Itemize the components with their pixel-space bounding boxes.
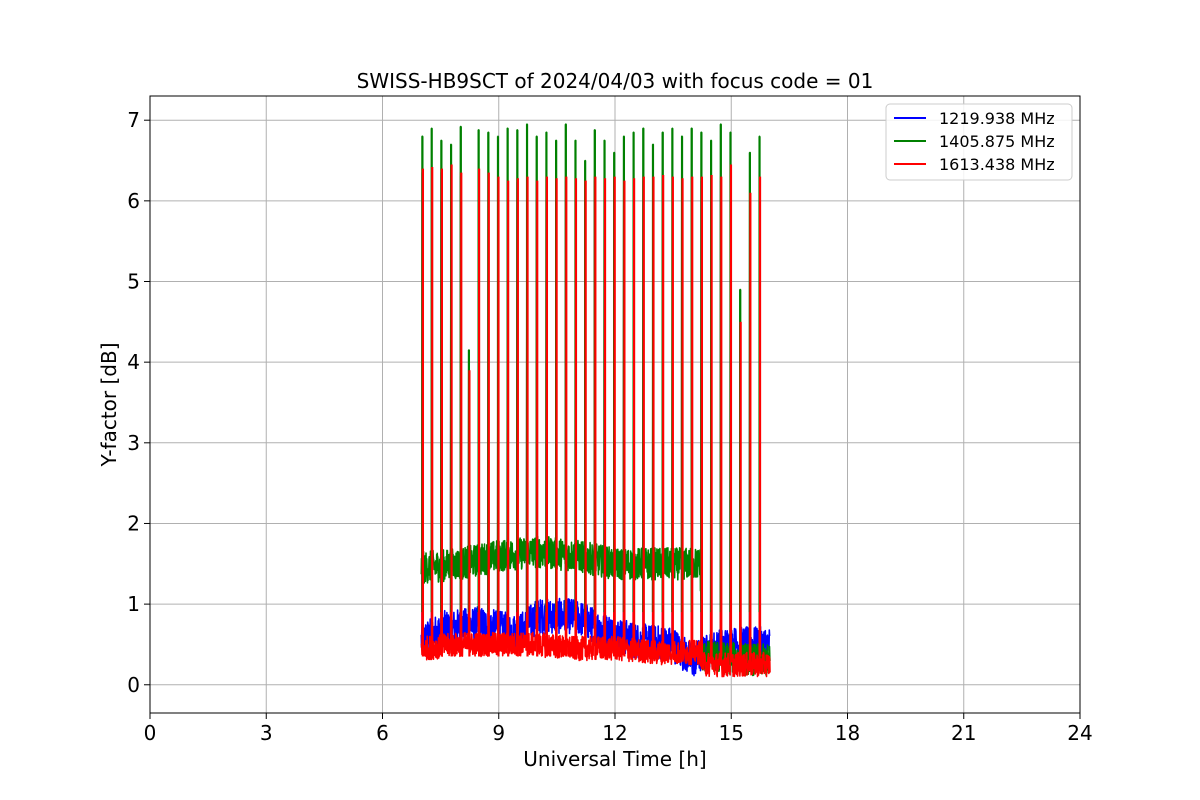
y-tick-label: 7	[127, 108, 140, 132]
x-axis: 0 3 6 9 12 15 18 21 24	[144, 713, 1093, 745]
chart-title: SWISS-HB9SCT of 2024/04/03 with focus co…	[357, 69, 874, 93]
legend-label: 1613.438 MHz	[939, 155, 1055, 174]
x-tick-label: 3	[260, 721, 273, 745]
x-tick-label: 12	[602, 721, 627, 745]
x-axis-label: Universal Time [h]	[523, 747, 706, 771]
legend: 1219.938 MHz 1405.875 MHz 1613.438 MHz	[885, 103, 1073, 181]
y-axis-label: Y-factor [dB]	[97, 342, 121, 467]
y-tick-label: 2	[127, 511, 140, 535]
x-tick-label: 15	[719, 721, 744, 745]
y-tick-label: 0	[127, 673, 140, 697]
plot-area	[420, 123, 771, 678]
x-tick-label: 9	[492, 721, 505, 745]
x-tick-label: 0	[144, 721, 157, 745]
legend-box	[885, 103, 1073, 181]
x-tick-label: 18	[835, 721, 860, 745]
legend-label: 1219.938 MHz	[939, 109, 1055, 128]
y-tick-label: 4	[127, 350, 140, 374]
y-tick-label: 3	[127, 431, 140, 455]
x-tick-label: 6	[376, 721, 389, 745]
y-tick-label: 6	[127, 189, 140, 213]
y-axis: 0 1 2 3 4 5 6 7	[127, 108, 150, 697]
x-tick-label: 21	[951, 721, 976, 745]
y-tick-label: 1	[127, 592, 140, 616]
x-tick-label: 24	[1067, 721, 1092, 745]
y-tick-label: 5	[127, 270, 140, 294]
legend-label: 1405.875 MHz	[939, 132, 1055, 151]
